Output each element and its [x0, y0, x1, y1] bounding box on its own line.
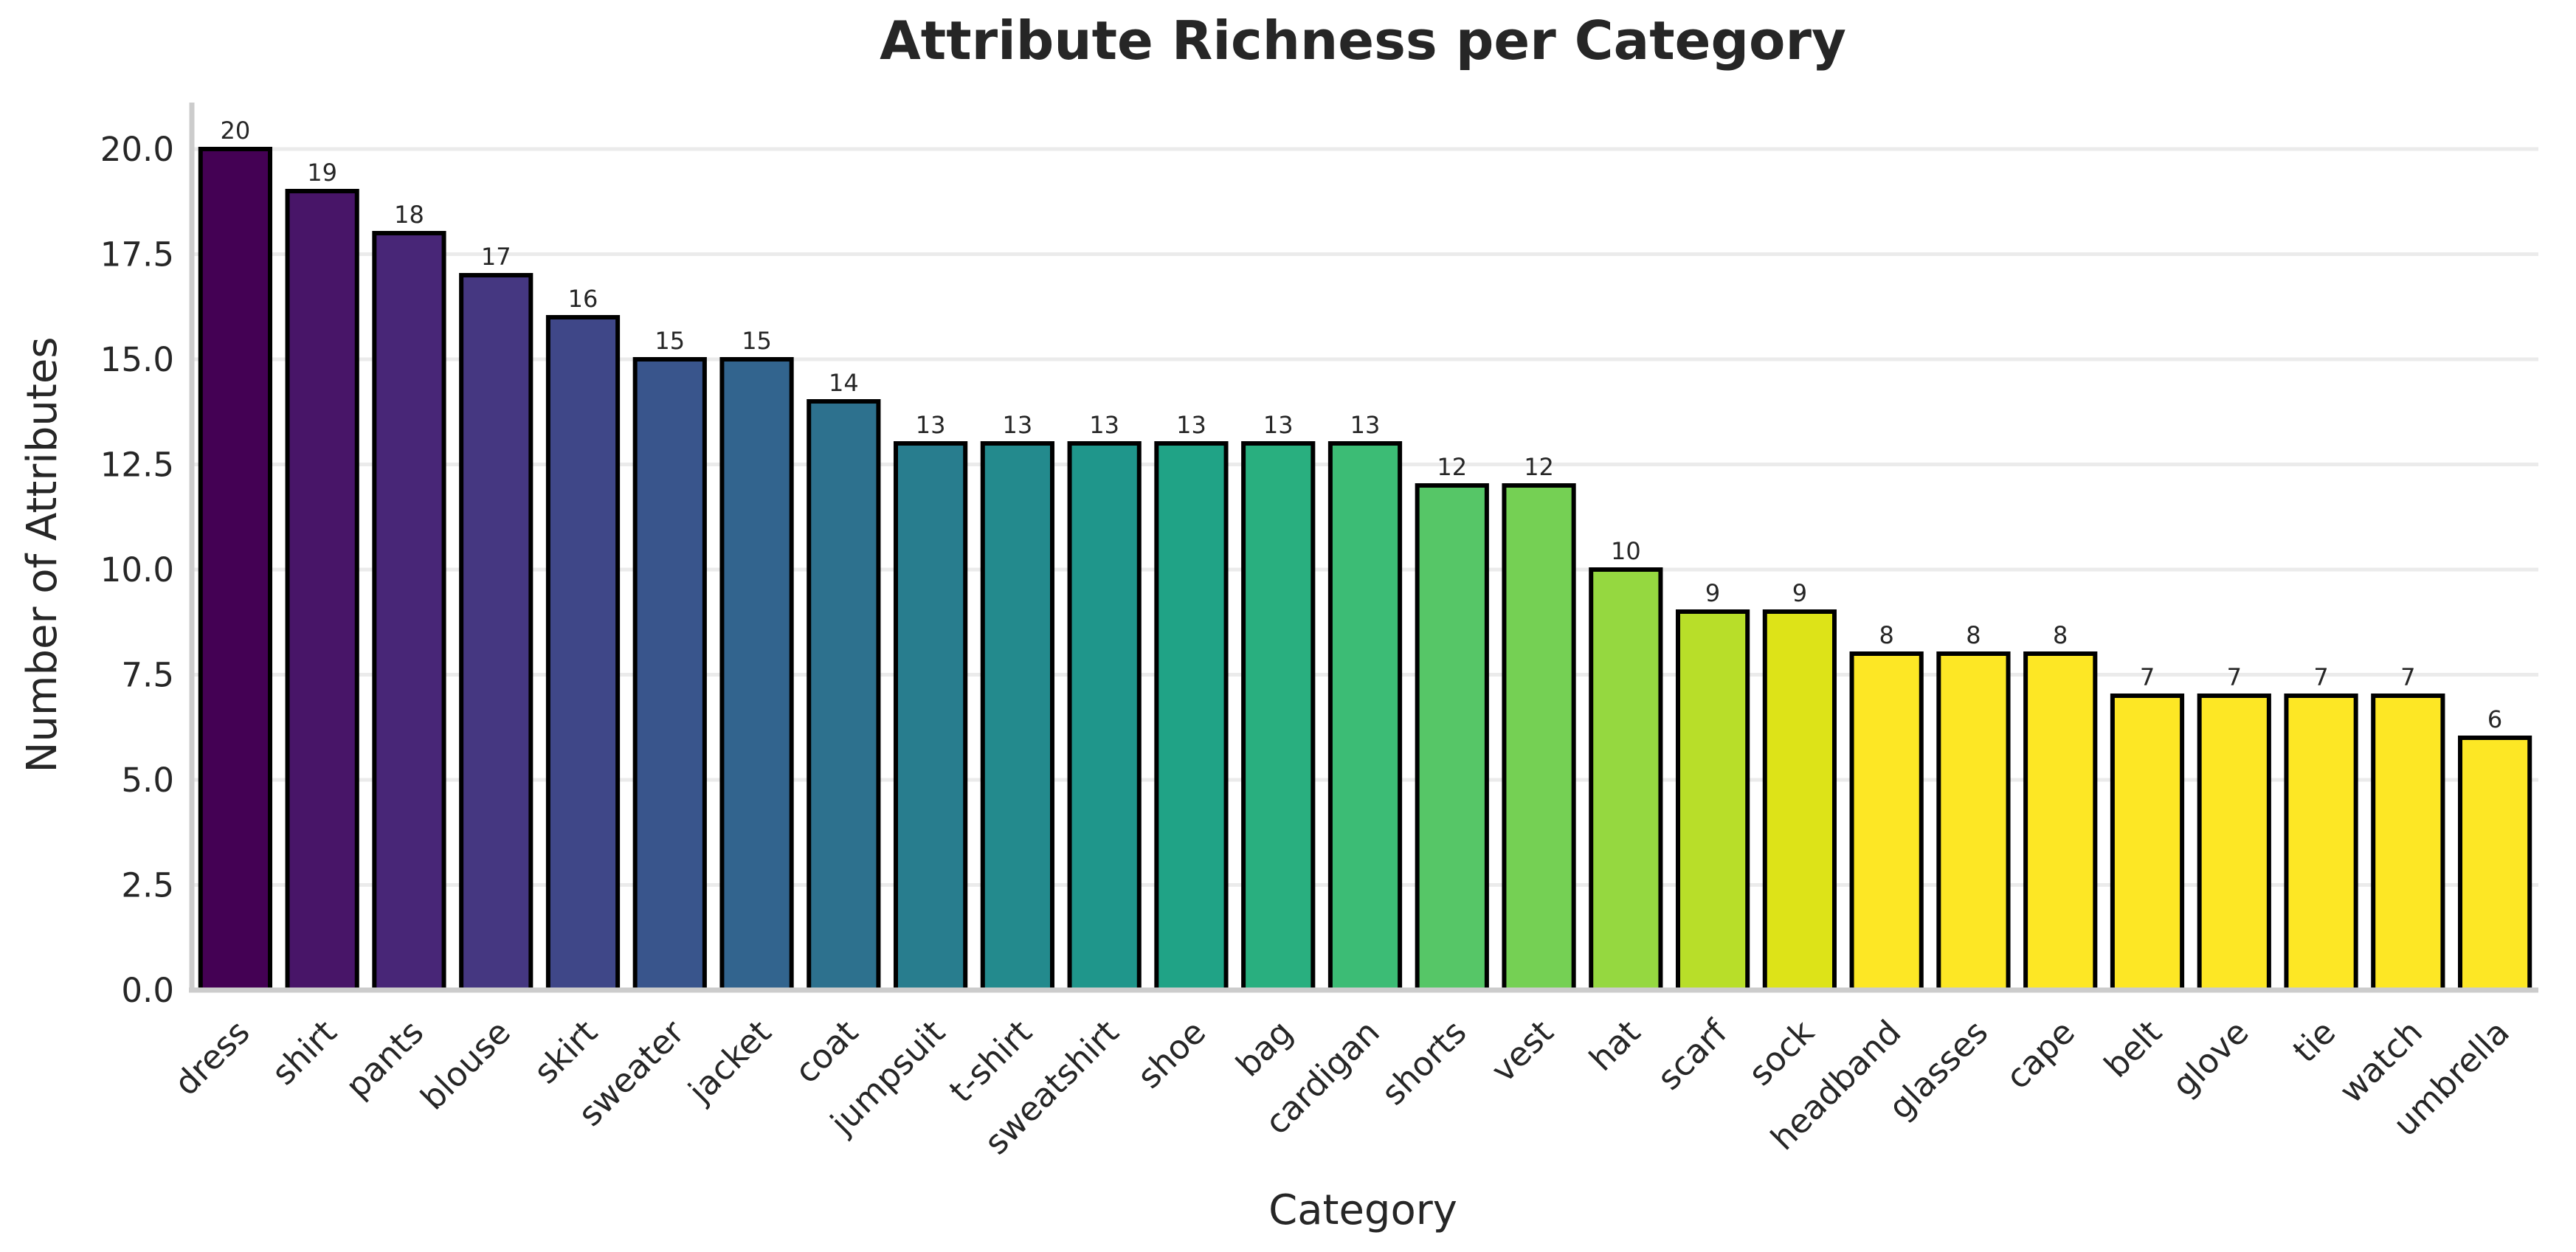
data-label: 9	[1792, 579, 1807, 607]
bar-blouse	[459, 273, 533, 992]
x-tick-label: shorts	[1374, 1012, 1474, 1113]
data-label: 7	[2313, 663, 2328, 691]
x-tick-label: vest	[1483, 1012, 1561, 1090]
data-label: 12	[1437, 453, 1467, 481]
y-axis-ticks: 0.0 2.5 5.0 7.5 10.0 12.5 15.0 17.5 20.0	[100, 130, 174, 1010]
data-label: 16	[568, 285, 598, 313]
x-tick-label: dress	[167, 1012, 258, 1103]
data-label: 9	[1705, 579, 1720, 607]
data-labels: 20 19 18 17 16 15 15 14 13 13 13 13 13 13 12 12 10 9 9 8 8 8 7…	[221, 117, 2503, 733]
chart-title: Attribute Richness per Category	[880, 10, 1846, 72]
y-tick-label: 0.0	[121, 971, 174, 1010]
bar-shoe	[1154, 441, 1229, 992]
bar-vest	[1502, 483, 1576, 992]
bar-shorts	[1415, 483, 1489, 992]
bar-sock	[1762, 609, 1837, 992]
data-label: 15	[742, 327, 772, 355]
data-label: 13	[1176, 411, 1206, 439]
bar-skirt	[545, 315, 621, 992]
bar-sweatshirt	[1067, 441, 1142, 992]
bar-watch	[2371, 694, 2445, 992]
y-tick-label: 12.5	[100, 446, 174, 485]
bar-shirt	[285, 189, 359, 992]
x-tick-label: jacket	[680, 1012, 778, 1110]
bar-glove	[2197, 694, 2271, 992]
bar-t-shirt	[980, 441, 1055, 992]
data-label: 8	[1966, 621, 1981, 649]
y-tick-label: 5.0	[121, 761, 174, 800]
x-tick-label: bag	[1229, 1012, 1300, 1084]
bar-hat	[1589, 567, 1663, 992]
data-label: 7	[2140, 663, 2155, 691]
data-label: 7	[2227, 663, 2242, 691]
data-label: 12	[1524, 453, 1554, 481]
bar-cape	[2023, 651, 2098, 992]
x-tick-label: shirt	[264, 1012, 345, 1093]
x-tick-label: tie	[2285, 1012, 2343, 1070]
data-label: 19	[307, 159, 337, 187]
bar-jumpsuit	[894, 441, 968, 992]
y-tick-label: 10.0	[100, 550, 174, 589]
data-label: 15	[655, 327, 685, 355]
data-label: 10	[1611, 537, 1641, 565]
bar-bag	[1241, 441, 1316, 992]
x-axis-label: Category	[1268, 1186, 1457, 1234]
bar-jacket	[719, 357, 794, 992]
bar-umbrella	[2458, 736, 2532, 992]
bar-tie	[2284, 694, 2358, 992]
data-label: 20	[221, 117, 251, 145]
bar-belt	[2110, 694, 2185, 992]
data-label: 13	[1003, 411, 1033, 439]
bar-glasses	[1936, 651, 2011, 992]
data-label: 13	[1350, 411, 1381, 439]
x-tick-label: cape	[1998, 1012, 2082, 1096]
y-axis-label: Number of Attributes	[18, 337, 66, 773]
data-label: 17	[481, 243, 511, 271]
y-tick-label: 17.5	[100, 235, 174, 274]
y-tick-label: 2.5	[121, 866, 174, 905]
y-tick-label: 7.5	[121, 656, 174, 695]
bar-coat	[807, 399, 881, 992]
data-label: 6	[2487, 705, 2502, 733]
x-tick-label: skirt	[526, 1012, 605, 1091]
x-tick-label: shoe	[1130, 1012, 1213, 1096]
x-tick-label: coat	[787, 1012, 866, 1090]
bar-scarf	[1676, 609, 1750, 992]
data-label: 8	[1879, 621, 1893, 649]
x-tick-label: belt	[2096, 1012, 2169, 1085]
x-tick-label: blouse	[413, 1012, 518, 1117]
bar-headband	[1849, 651, 1924, 992]
y-tick-label: 20.0	[100, 130, 174, 169]
data-label: 13	[1263, 411, 1294, 439]
x-tick-label: scarf	[1650, 1011, 1736, 1097]
data-label: 14	[829, 369, 859, 397]
data-label: 8	[2053, 621, 2068, 649]
data-label: 13	[1089, 411, 1119, 439]
bar-pants	[372, 231, 446, 992]
bars	[198, 147, 2532, 992]
y-tick-label: 15.0	[100, 340, 174, 379]
axes	[189, 103, 2538, 993]
bar-cardigan	[1327, 441, 1403, 992]
data-label: 13	[916, 411, 946, 439]
x-tick-label: sock	[1741, 1012, 1821, 1093]
x-tick-label: glove	[2164, 1012, 2256, 1104]
bar-dress	[198, 147, 272, 992]
data-label: 7	[2400, 663, 2415, 691]
x-tick-label: hat	[1581, 1012, 1648, 1079]
data-label: 18	[394, 201, 424, 229]
bar-sweater	[632, 357, 707, 992]
